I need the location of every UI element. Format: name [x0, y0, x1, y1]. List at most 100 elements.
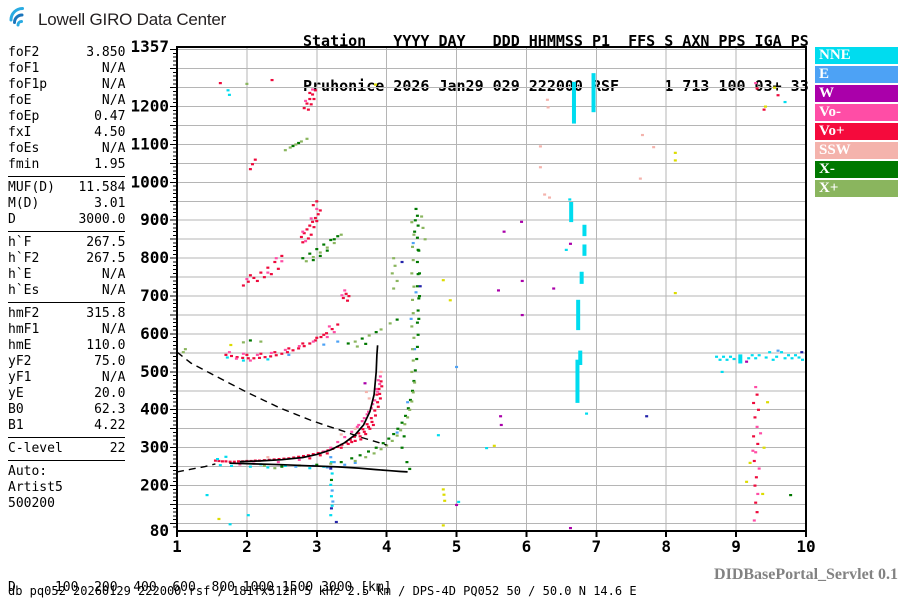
characteristic-he: h`E N/A — [8, 267, 126, 282]
echo-x_plus — [339, 233, 343, 236]
interference-bar — [575, 359, 580, 403]
echo-e — [287, 353, 291, 356]
echo-vo_minus — [280, 260, 284, 263]
echo-ssw — [364, 390, 368, 394]
echo-vo_plus — [297, 455, 301, 458]
echo-vo_minus — [269, 351, 273, 355]
echo-vo_plus — [353, 435, 357, 438]
echo-x_minus — [374, 331, 378, 334]
status-line: db pq052 20260129 222000.rsf / 181fx512h… — [8, 584, 637, 598]
echo-x_plus — [390, 272, 394, 275]
echo-x_plus — [421, 226, 425, 229]
characteristic-yf2: yF2 75.0 — [8, 354, 126, 369]
echo-x_minus — [346, 342, 350, 345]
characteristics-group-0: foF2 3.850 foF1 N/A foF1p N/A foE N/A foEp 0… — [8, 42, 125, 176]
echo-x_minus — [415, 345, 419, 348]
echo-x_minus — [318, 254, 322, 258]
echo-x_minus — [417, 297, 421, 300]
echo-vo_plus — [250, 163, 254, 166]
model-curve-dashed — [176, 351, 387, 446]
echo-x_plus — [294, 143, 298, 146]
echo-x_plus — [329, 462, 333, 465]
echo-x_minus — [415, 357, 419, 361]
echo-x_minus — [360, 337, 364, 340]
echo-yellow — [745, 480, 749, 483]
echo-navy — [329, 507, 333, 510]
echo-yellow — [229, 343, 233, 347]
echo-x_plus — [420, 215, 424, 218]
echo-ssw — [638, 177, 642, 180]
characteristics-group-3: hmF2 315.8 hmF1 N/A hmE 110.0 yF2 75.0 yF1 N… — [8, 302, 126, 437]
echo-vo_plus — [346, 442, 350, 446]
echo-vo_plus — [237, 460, 241, 463]
echo-nne — [564, 248, 568, 251]
echo-vo_plus — [364, 432, 368, 436]
characteristic-yf1: yF1 N/A — [8, 370, 126, 385]
echo-vo_plus — [269, 273, 273, 276]
echo-vo_plus — [366, 425, 370, 428]
echo-w — [502, 230, 506, 233]
echo-x_minus — [415, 214, 419, 217]
echo-vo_plus — [376, 405, 380, 408]
echo-vo_plus — [752, 435, 756, 438]
echo-nne — [787, 354, 791, 357]
echo-ssw — [640, 133, 644, 137]
echo-vo_minus — [340, 294, 344, 297]
echo-x_plus — [408, 408, 412, 411]
legend-item-ssw: SSW — [815, 142, 898, 159]
echo-yellow — [217, 517, 221, 521]
echo-x_plus — [410, 400, 414, 403]
characteristics-group-2: h`F 267.5 h`F2 267.5 h`E N/A h`Es N/A — [8, 231, 126, 302]
echo-vo_plus — [378, 392, 382, 395]
y-axis-label: 80 — [150, 521, 169, 540]
y-axis-label: 500 — [140, 362, 169, 381]
echo-x_minus — [417, 249, 421, 252]
echo-x_minus — [418, 272, 422, 275]
echo-ssw — [367, 397, 371, 400]
echo-vo_plus — [213, 459, 217, 462]
echo-x_minus — [248, 339, 252, 342]
characteristic-fxi: fxI 4.50 — [8, 125, 126, 140]
echo-x_plus — [283, 149, 287, 152]
echo-e — [413, 348, 417, 351]
echo-vo_plus — [754, 501, 758, 504]
y-axis-label: 1200 — [130, 97, 169, 116]
echo-vo_minus — [315, 207, 319, 211]
echo-x_plus — [413, 381, 417, 384]
echo-e — [411, 241, 415, 245]
echo-x_plus — [183, 348, 187, 351]
echo-vo_minus — [371, 403, 375, 406]
echo-vo_plus — [369, 417, 373, 420]
echo-vo_plus — [218, 82, 222, 85]
echo-x_minus — [402, 435, 406, 438]
echo-e — [353, 461, 357, 464]
echo-vo_plus — [336, 323, 340, 326]
characteristic-fmin: fmin 1.95 — [8, 157, 126, 172]
echo-vo_plus — [299, 235, 303, 239]
echo-x_plus — [393, 264, 397, 267]
x-axis-label: 6 — [522, 537, 532, 556]
echo-vo_plus — [755, 87, 759, 90]
echo-vo_minus — [759, 432, 763, 435]
echo-x_plus — [181, 351, 185, 354]
echo-x_plus — [411, 359, 415, 362]
echo-vo_plus — [341, 296, 345, 300]
echo-nne — [757, 354, 761, 357]
echo-e — [336, 340, 340, 343]
echo-vo_plus — [378, 397, 382, 400]
legend-item-nne: NNE — [815, 47, 898, 64]
echo-nne — [790, 357, 794, 360]
echo-vo_plus — [241, 284, 245, 287]
muf-table: D 100 200 400 600 800 1000 1500 3000 [km… — [8, 555, 399, 600]
echo-vo_minus — [754, 82, 758, 85]
echo-nne — [228, 523, 232, 526]
echo-x_plus — [332, 241, 336, 245]
echo-vo_minus — [378, 375, 382, 378]
echo-x_minus — [418, 295, 422, 298]
echo-x_plus — [318, 251, 322, 254]
echo-navy — [329, 467, 333, 470]
echo-e — [409, 317, 413, 320]
echo-ssw — [379, 370, 383, 374]
echo-yellow — [443, 499, 447, 502]
echo-vo_plus — [371, 423, 375, 427]
